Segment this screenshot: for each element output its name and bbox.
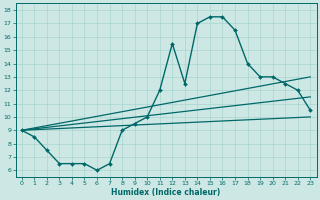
X-axis label: Humidex (Indice chaleur): Humidex (Indice chaleur)	[111, 188, 221, 197]
